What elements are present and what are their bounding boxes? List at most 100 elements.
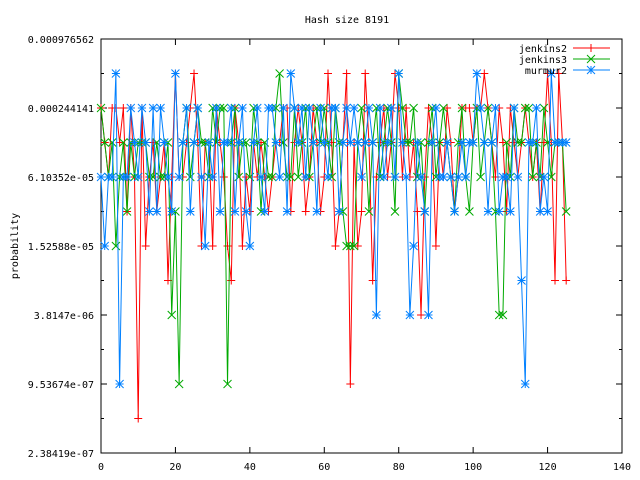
data-point (267, 172, 277, 182)
data-point (402, 104, 411, 112)
data-point (376, 138, 385, 147)
data-point (238, 242, 247, 250)
y-tick-label: 0.000976562 (28, 35, 94, 46)
data-point (163, 172, 173, 182)
data-point (368, 138, 378, 147)
data-point (282, 172, 292, 182)
data-point (453, 172, 463, 182)
data-point (219, 173, 228, 181)
data-point (156, 103, 165, 113)
data-point (494, 310, 504, 320)
data-point (122, 172, 132, 182)
data-point (197, 138, 206, 147)
data-point (394, 104, 403, 112)
data-point (185, 172, 195, 182)
data-point (171, 69, 180, 78)
data-point (457, 103, 467, 113)
data-point (398, 138, 407, 147)
data-point (498, 310, 508, 320)
data-point (334, 207, 344, 216)
data-point (234, 172, 244, 182)
legend-label: murmur2 (525, 66, 567, 77)
data-point (331, 103, 340, 113)
data-point (208, 242, 217, 250)
data-point (491, 103, 500, 113)
data-point (417, 311, 426, 319)
data-point (494, 207, 504, 216)
data-point (394, 69, 404, 78)
data-point (513, 138, 523, 147)
data-point (122, 207, 132, 216)
data-point (107, 172, 117, 182)
data-point (234, 138, 244, 147)
data-point (446, 172, 456, 182)
data-point (346, 380, 355, 388)
data-point (364, 103, 374, 113)
data-point (398, 103, 407, 113)
y-tick-label: 6.10352e-05 (28, 173, 94, 184)
y-tick-label: 2.38419e-07 (28, 449, 94, 460)
data-point (465, 207, 474, 216)
data-point (327, 138, 336, 147)
data-point (480, 69, 489, 78)
data-point (185, 207, 195, 216)
data-point (189, 138, 199, 147)
data-point (502, 138, 511, 147)
data-point (226, 103, 236, 113)
data-point (242, 173, 251, 181)
data-point (520, 379, 530, 389)
data-point (431, 242, 440, 250)
data-point (483, 207, 493, 216)
y-tick-label: 3.8147e-06 (34, 311, 94, 322)
y-axis: 0.000976562 0.000244141 6.10352e-05 1.52588… (28, 35, 622, 460)
data-point (409, 241, 418, 251)
data-point (424, 310, 433, 320)
data-point (249, 138, 258, 147)
data-point (532, 103, 541, 113)
y-tick-label: 9.53674e-07 (28, 380, 94, 391)
data-point (297, 103, 307, 113)
x-tick-label: 60 (318, 462, 330, 473)
data-point (193, 103, 203, 113)
data-point (190, 69, 199, 78)
x-tick-label: 120 (539, 462, 557, 473)
x-tick-label: 100 (464, 462, 482, 473)
data-point (141, 138, 151, 147)
data-point (342, 103, 351, 113)
data-point (312, 207, 322, 216)
data-point (267, 103, 277, 113)
data-point (357, 103, 366, 113)
data-point (513, 172, 523, 182)
data-point (476, 172, 485, 182)
data-point (275, 172, 284, 182)
data-point (174, 379, 184, 389)
data-point (301, 172, 311, 182)
series-jenkins2 (97, 69, 571, 423)
data-point (457, 138, 467, 147)
data-point (412, 138, 422, 147)
data-point (212, 138, 221, 147)
data-point (546, 69, 556, 78)
data-point (353, 138, 363, 147)
data-point (167, 207, 177, 216)
data-point (535, 207, 545, 216)
data-point (293, 138, 303, 147)
x-tick-label: 140 (613, 462, 631, 473)
data-point (118, 138, 128, 147)
data-point (174, 172, 184, 182)
data-point (401, 172, 411, 182)
data-point (506, 207, 515, 216)
data-point (230, 207, 240, 216)
data-point (502, 172, 511, 182)
data-point (539, 172, 549, 182)
data-point (483, 103, 493, 113)
x-axis: 0 20 40 60 80 100 120 140 (98, 39, 631, 473)
series-group (96, 69, 571, 423)
data-point (241, 207, 251, 216)
series-jenkins3 (96, 69, 571, 389)
data-point (219, 103, 229, 113)
data-point (361, 69, 370, 78)
data-point (345, 138, 355, 147)
